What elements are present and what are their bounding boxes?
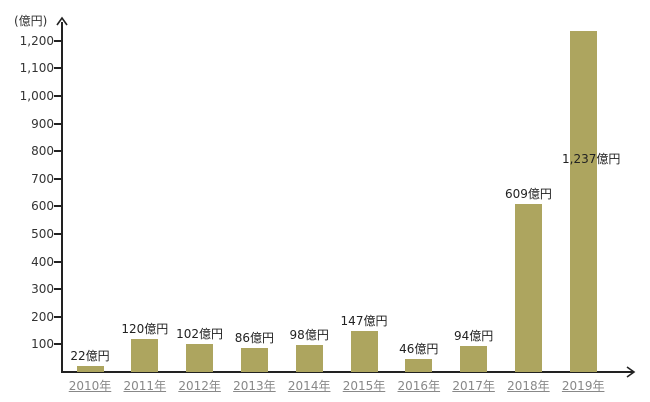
bar-value-label: 46億円 — [399, 342, 439, 357]
bar-2014 — [295, 344, 323, 372]
y-tick — [54, 39, 63, 42]
y-tick-label: 1,200 — [19, 33, 54, 48]
y-tick-label: 200 — [31, 309, 54, 324]
bar-2012 — [186, 343, 214, 372]
bar-2015 — [350, 331, 378, 372]
y-tick-label: 600 — [31, 199, 54, 214]
y-tick-label: 900 — [31, 116, 54, 131]
bar-value-label: 94億円 — [453, 329, 494, 344]
bar-2017 — [460, 346, 488, 372]
bar-value-label: 609億円 — [504, 186, 552, 201]
y-tick — [54, 67, 63, 70]
x-tick-label[interactable]: 2014年 — [287, 379, 331, 393]
bar-2018 — [514, 203, 542, 372]
x-tick-label[interactable]: 2015年 — [342, 379, 386, 393]
bar-2011 — [131, 338, 159, 372]
bar-value-label: 86億円 — [234, 331, 275, 346]
y-axis-unit-label: (億円) — [14, 14, 48, 28]
x-axis-arrow-icon — [626, 366, 636, 378]
y-axis-arrow-icon — [56, 16, 68, 26]
y-tick — [54, 177, 63, 180]
bar-2019 — [569, 30, 597, 372]
y-tick — [54, 150, 63, 153]
y-tick — [54, 315, 63, 318]
y-tick-label: 800 — [31, 144, 54, 159]
x-tick-label[interactable]: 2018年 — [507, 379, 550, 393]
y-tick — [54, 233, 63, 235]
bar-2013 — [240, 348, 268, 372]
y-tick-label: 400 — [31, 254, 54, 269]
bar-value-label: 22億円 — [70, 348, 110, 363]
y-tick-label: 500 — [31, 227, 54, 241]
x-tick-label[interactable]: 2017年 — [452, 379, 495, 393]
x-tick-label[interactable]: 2016年 — [397, 379, 441, 393]
y-tick — [54, 205, 63, 208]
x-axis — [61, 371, 633, 373]
y-tick-label: 300 — [31, 282, 54, 297]
bar-value-label: 1,237億円 — [562, 152, 621, 166]
bar-value-label: 120億円 — [121, 321, 169, 336]
y-tick-label: 700 — [31, 171, 54, 186]
y-tick-label: 1,000 — [19, 89, 54, 103]
bar-value-label: 102億円 — [176, 326, 224, 341]
bar-2016 — [405, 359, 433, 372]
y-tick — [54, 122, 63, 125]
x-tick-label[interactable]: 2011年 — [123, 379, 167, 393]
y-tick — [54, 343, 63, 346]
y-tick-label: 100 — [31, 337, 54, 352]
bar-value-label: 147億円 — [340, 314, 388, 329]
bar-value-label: 98億円 — [289, 327, 329, 342]
y-axis — [61, 22, 63, 372]
x-tick-label[interactable]: 2010年 — [68, 379, 112, 393]
y-tick — [54, 260, 63, 263]
y-tick-label: 1,100 — [19, 61, 54, 76]
bar-2010 — [76, 365, 104, 372]
y-tick — [54, 288, 63, 291]
x-tick-label[interactable]: 2013年 — [233, 379, 276, 393]
x-tick-label[interactable]: 2019年 — [561, 379, 605, 393]
x-tick-label[interactable]: 2012年 — [178, 379, 221, 393]
y-tick — [54, 95, 63, 97]
